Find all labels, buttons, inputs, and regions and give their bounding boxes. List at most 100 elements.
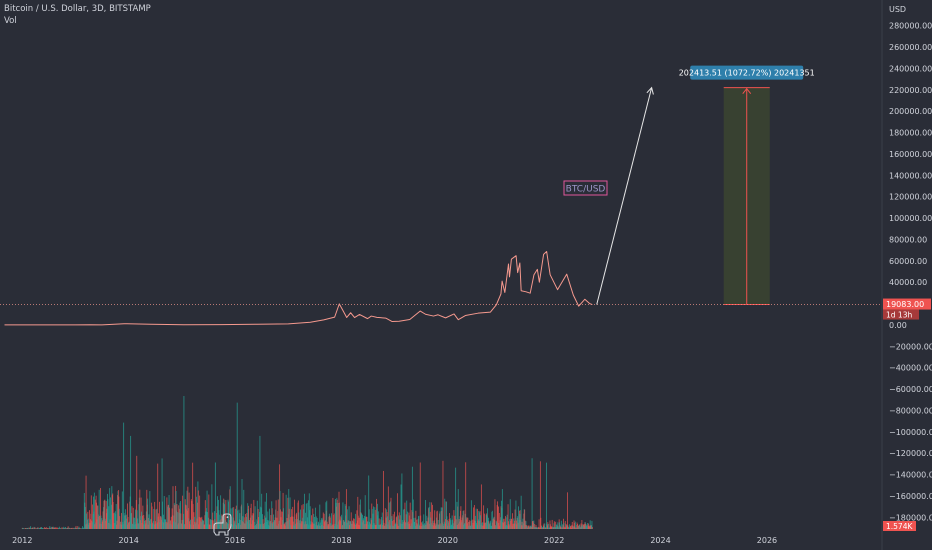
- volume-bar: [524, 520, 526, 529]
- time-axis-tick-label: 2018: [331, 536, 351, 545]
- volume-bar: [113, 513, 115, 529]
- volume-bar: [307, 500, 309, 529]
- volume-bar: [296, 512, 298, 529]
- volume-bar: [420, 515, 422, 529]
- price-axis-tick-label: −40000.00: [889, 364, 932, 373]
- volume-bar: [28, 527, 30, 529]
- volume-bar: [196, 496, 198, 529]
- volume-bar: [121, 491, 123, 529]
- volume-bar: [277, 499, 279, 529]
- volume-bar: [87, 518, 89, 529]
- volume-bar: [337, 502, 339, 529]
- volume-bar: [32, 527, 34, 529]
- symbol-title[interactable]: Bitcoin / U.S. Dollar, 3D, BITSTAMP: [4, 4, 151, 14]
- volume-bar: [67, 526, 69, 529]
- price-axis-tick-label: 100000.00: [889, 214, 932, 223]
- volume-bar: [292, 521, 294, 529]
- price-axis-tick-label: 0.00: [889, 321, 907, 330]
- price-range-label[interactable]: 202413.51 (1072.72%) 20241351: [679, 65, 815, 80]
- volume-bar: [127, 503, 129, 529]
- volume-bar: [331, 513, 333, 529]
- volume-bar: [229, 486, 231, 529]
- volume-bar: [304, 493, 305, 529]
- volume-bar: [463, 510, 465, 529]
- price-axis-currency: USD: [889, 5, 906, 14]
- volume-bar: [414, 517, 416, 529]
- price-axis-tick-label: −100000.00: [889, 428, 932, 437]
- projection-arrow[interactable]: [596, 87, 653, 305]
- time-axis-tick-label: 2014: [119, 536, 139, 545]
- volume-bar: [85, 475, 87, 529]
- volume-bar: [131, 506, 133, 529]
- volume-bar: [34, 527, 36, 529]
- volume-bar: [421, 522, 423, 529]
- volume-bar: [180, 513, 182, 529]
- volume-bar: [292, 506, 294, 529]
- volume-bar: [346, 509, 348, 529]
- volume-bar: [159, 501, 160, 529]
- volume-bar: [453, 510, 455, 529]
- volume-legend-label[interactable]: Vol: [4, 16, 17, 26]
- volume-bar: [336, 499, 338, 529]
- volume-bar: [446, 519, 448, 529]
- volume-bar: [187, 486, 189, 529]
- volume-bar: [261, 493, 263, 529]
- volume-bar: [557, 526, 559, 529]
- volume-bar: [303, 509, 305, 529]
- volume-bar: [241, 479, 243, 529]
- volume-bar: [309, 506, 311, 529]
- volume-bar: [104, 499, 106, 529]
- volume-bar: [418, 515, 420, 529]
- volume-bar: [467, 517, 469, 529]
- volume-bar: [153, 508, 155, 529]
- volume-bar: [56, 527, 58, 529]
- price-axis-tick-label: 60000.00: [889, 257, 927, 266]
- volume-bar: [306, 502, 308, 529]
- volume-bar: [115, 503, 117, 529]
- tradingview-logo-icon: [213, 513, 232, 536]
- volume-bar: [368, 509, 370, 529]
- volume-bar: [287, 497, 289, 529]
- volume-bar: [27, 527, 28, 529]
- volume-bar: [155, 509, 157, 529]
- volume-bar: [539, 461, 541, 529]
- projection-arrowhead: [646, 86, 654, 95]
- volume-bar: [307, 517, 308, 529]
- volume-bar: [444, 498, 446, 529]
- volume-bar: [114, 512, 115, 529]
- volume-bar: [412, 499, 414, 529]
- volume-bar: [90, 495, 92, 529]
- volume-bar: [533, 520, 535, 529]
- volume-bar: [497, 501, 499, 529]
- volume-bar: [434, 510, 436, 529]
- volume-bar: [484, 513, 485, 529]
- volume-bar: [431, 502, 433, 529]
- price-axis-tick-label: 260000.00: [889, 43, 932, 52]
- volume-bar: [564, 521, 566, 529]
- volume-bar: [235, 508, 236, 529]
- volume-bar: [233, 507, 235, 529]
- volume-bar: [177, 512, 179, 529]
- price-line[interactable]: [4, 251, 593, 326]
- volume-bar: [581, 520, 583, 529]
- volume-bar: [469, 520, 471, 529]
- price-axis-tick-label: 40000.00: [889, 278, 927, 287]
- btc-usd-label[interactable]: BTC/USD: [563, 180, 608, 196]
- volume-bar: [99, 515, 101, 529]
- volume-bar: [214, 462, 216, 529]
- volume-bar: [541, 525, 543, 529]
- volume-bar: [108, 506, 110, 529]
- volume-bar: [154, 501, 156, 529]
- volume-bar: [304, 512, 306, 529]
- volume-bar: [478, 511, 480, 529]
- volume-bar: [77, 526, 79, 529]
- volume-bar: [54, 527, 56, 529]
- volume-bar: [387, 516, 388, 529]
- volume-bar: [253, 499, 255, 529]
- volume-bar: [491, 510, 493, 529]
- volume-bar: [41, 527, 42, 529]
- volume-bar: [166, 506, 168, 529]
- volume-bar: [397, 515, 399, 529]
